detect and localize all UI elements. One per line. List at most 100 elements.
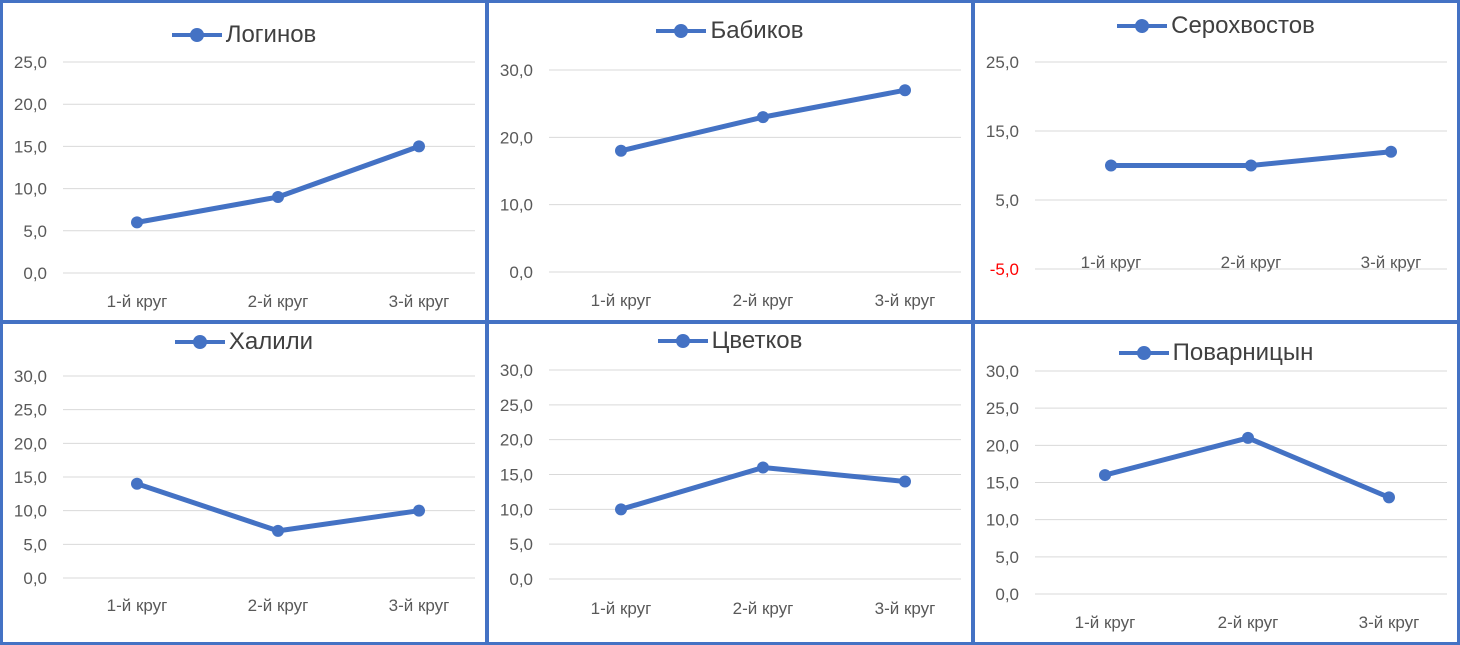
x-tick-label: 1-й круг (591, 291, 652, 310)
legend: Цветков (489, 327, 971, 355)
y-tick-label: 15,0 (986, 122, 1019, 141)
series-line (134, 143, 422, 225)
x-tick-label: 2-й круг (733, 599, 794, 618)
series-line (134, 481, 422, 534)
x-tick-label: 3-й круг (1359, 613, 1420, 632)
legend-marker-icon (1117, 19, 1168, 33)
y-tick-label: 0,0 (509, 263, 533, 282)
data-point (1245, 159, 1257, 172)
legend: Серохвостов (975, 12, 1457, 40)
x-tick-label: 3-й круг (1361, 253, 1422, 272)
y-tick-label: 5,0 (995, 548, 1019, 567)
legend-marker-icon (174, 335, 225, 349)
data-point (899, 84, 911, 97)
data-point (1383, 491, 1395, 504)
data-point (131, 216, 143, 229)
data-point (1385, 145, 1397, 158)
y-tick-label: -5,0 (990, 260, 1019, 279)
chart-panel: 0,0 5,0 10,0 15,0 20,0 25,0 30,0 1-й круг 2-й кр… (486, 321, 974, 645)
legend: Логинов (3, 21, 485, 49)
data-point (757, 111, 769, 124)
y-tick-label: 10,0 (14, 502, 47, 521)
chart-svg: 0,0 5,0 10,0 15,0 20,0 25,0 1-й круг 2-й круг 3-… (14, 53, 475, 311)
y-tick-label: 10,0 (500, 500, 533, 519)
y-tick-label: 20,0 (500, 128, 533, 147)
legend-marker-icon (1118, 346, 1169, 360)
y-tick-label: 30,0 (14, 367, 47, 386)
chart-svg: -5,0 5,0 15,0 25,0 1-й круг 2-й круг 3-й круг (986, 53, 1447, 279)
chart-panel: -5,0 5,0 15,0 25,0 1-й круг 2-й круг 3-й круг С… (972, 0, 1460, 323)
y-tick-label: 30,0 (500, 361, 533, 380)
y-tick-label: 0,0 (23, 264, 47, 283)
y-tick-label: 5,0 (23, 535, 47, 554)
y-tick-label: 10,0 (986, 511, 1019, 530)
legend-series-name: Цветков (711, 327, 803, 354)
legend-series-name: Халили (228, 328, 314, 355)
chart-svg: 0,0 5,0 10,0 15,0 20,0 25,0 30,0 1-й круг 2-й кр… (986, 362, 1447, 632)
y-tick-label: 20,0 (986, 436, 1019, 455)
y-tick-label: 25,0 (986, 53, 1019, 72)
data-point (615, 144, 627, 157)
y-tick-label: 25,0 (500, 396, 533, 415)
y-tick-label: 20,0 (14, 434, 47, 453)
x-tick-label: 1-й круг (591, 599, 652, 618)
legend-series-name: Серохвостов (1171, 12, 1315, 39)
chart-panel: 0,0 5,0 10,0 15,0 20,0 25,0 30,0 1-й круг 2-й кр… (972, 321, 1460, 645)
y-tick-label: 30,0 (500, 61, 533, 80)
y-tick-label: 20,0 (14, 95, 47, 114)
x-tick-label: 3-й круг (875, 599, 936, 618)
legend-series-name: Поварницын (1172, 339, 1314, 366)
data-point (413, 140, 425, 153)
legend: Поварницын (975, 339, 1457, 367)
legend: Халили (3, 328, 485, 356)
x-tick-label: 2-й круг (1218, 613, 1279, 632)
data-point (1242, 431, 1254, 444)
x-tick-label: 1-й круг (107, 596, 168, 615)
data-point (1099, 469, 1111, 482)
data-point (1105, 159, 1117, 172)
x-tick-label: 3-й круг (389, 292, 450, 311)
y-tick-label: 10,0 (500, 196, 533, 215)
legend-marker-icon (656, 24, 707, 38)
x-tick-label: 3-й круг (875, 291, 936, 310)
y-tick-label: 15,0 (14, 137, 47, 156)
x-tick-label: 1-й круг (1081, 253, 1142, 272)
series-line (618, 465, 908, 512)
x-tick-label: 2-й круг (733, 291, 794, 310)
y-tick-label: 5,0 (23, 222, 47, 241)
chart-panel: 0,0 10,0 20,0 30,0 1-й круг 2-й круг 3-й круг Б… (486, 0, 974, 323)
data-point (131, 477, 143, 490)
chart-panel: 0,0 5,0 10,0 15,0 20,0 25,0 1-й круг 2-й круг 3-… (0, 0, 488, 323)
chart-svg: 0,0 5,0 10,0 15,0 20,0 25,0 30,0 1-й круг 2-й кр… (500, 361, 961, 618)
x-tick-label: 1-й круг (1075, 613, 1136, 632)
y-tick-label: 15,0 (986, 474, 1019, 493)
x-tick-label: 2-й круг (1221, 253, 1282, 272)
data-point (272, 524, 284, 537)
chart-svg: 0,0 10,0 20,0 30,0 1-й круг 2-й круг 3-й круг (500, 61, 961, 310)
y-tick-label: 30,0 (986, 362, 1019, 381)
data-point (757, 461, 769, 474)
y-tick-label: 5,0 (995, 191, 1019, 210)
data-point (615, 503, 627, 516)
y-tick-label: 15,0 (14, 468, 47, 487)
chart-svg: 0,0 5,0 10,0 15,0 20,0 25,0 30,0 1-й круг 2-й кр… (14, 367, 475, 615)
x-tick-label: 2-й круг (248, 596, 309, 615)
y-tick-label: 10,0 (14, 180, 47, 199)
y-tick-label: 0,0 (995, 585, 1019, 604)
y-tick-label: 0,0 (23, 569, 47, 588)
data-point (272, 191, 284, 204)
data-point (899, 475, 911, 488)
series-line (1102, 435, 1392, 500)
y-tick-label: 5,0 (509, 535, 533, 554)
x-tick-label: 1-й круг (107, 292, 168, 311)
legend-series-name: Бабиков (710, 17, 804, 44)
y-tick-label: 20,0 (500, 431, 533, 450)
y-tick-label: 15,0 (500, 466, 533, 485)
y-tick-label: 25,0 (14, 401, 47, 420)
x-tick-label: 3-й круг (389, 596, 450, 615)
data-point (413, 504, 425, 517)
legend-series-name: Логинов (225, 21, 317, 48)
legend-marker-icon (657, 334, 708, 348)
legend-marker-icon (171, 28, 222, 42)
